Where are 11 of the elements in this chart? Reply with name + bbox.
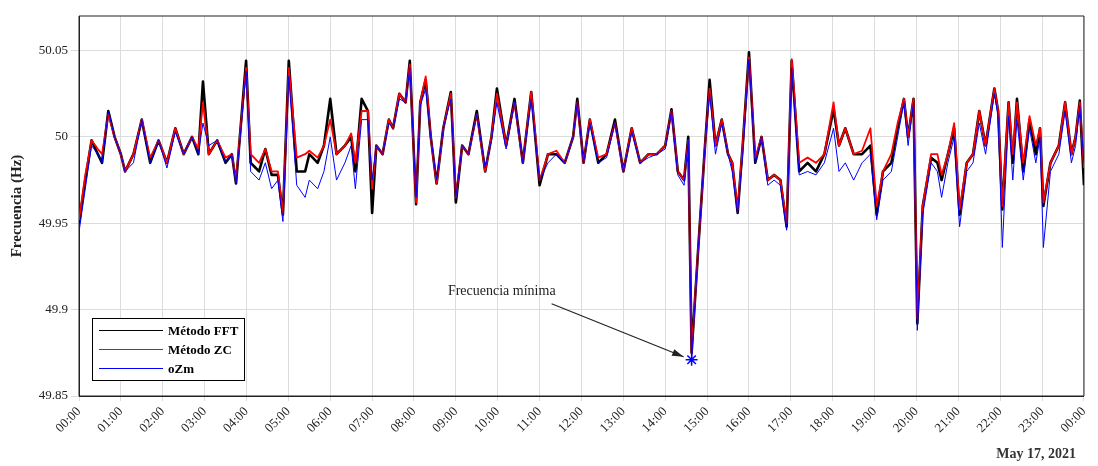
y-tick-label: 50.05: [38, 41, 68, 57]
y-tick-label: 49.95: [38, 214, 68, 230]
legend-label: oZm: [168, 360, 194, 377]
text: May 17, 2021: [996, 446, 1076, 462]
legend-label: Método FFT: [168, 322, 239, 339]
y-axis-title: Frecuencia (Hz): [7, 154, 25, 258]
annotation: Frecuencia mínima: [447, 283, 557, 299]
y-tick-label: 49.9: [45, 301, 68, 317]
y-tick-label: 49.85: [38, 387, 68, 403]
y-tick-label: 50: [55, 128, 68, 144]
legend-label: Método ZC: [168, 341, 232, 358]
